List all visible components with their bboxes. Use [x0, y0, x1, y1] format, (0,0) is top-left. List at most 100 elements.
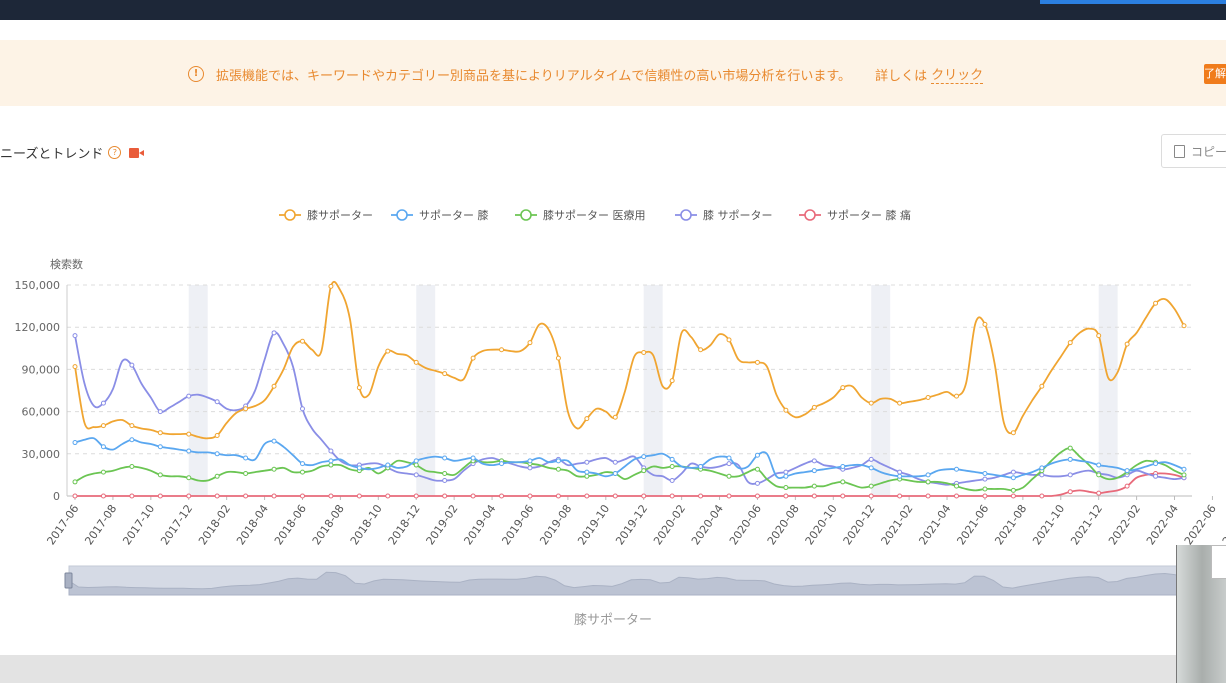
data-point [641, 350, 647, 356]
data-point [925, 395, 931, 401]
x-tick-label: 2020-06 [727, 502, 764, 547]
data-point [243, 470, 249, 476]
data-point [698, 347, 704, 353]
notice-link[interactable]: クリック [931, 64, 984, 84]
data-point [584, 416, 590, 422]
data-point [726, 337, 732, 343]
data-point [754, 452, 760, 458]
x-tick-label: 2019-10 [575, 502, 612, 547]
data-point [356, 493, 362, 499]
top-bar-accent [1040, 0, 1226, 4]
data-point [442, 455, 448, 461]
data-point [555, 355, 561, 361]
data-point [1010, 430, 1016, 436]
data-point [641, 493, 647, 499]
data-point [157, 493, 163, 499]
data-point [868, 483, 874, 489]
data-point [100, 444, 106, 450]
data-point [1010, 469, 1016, 475]
x-tick-label: 2020-02 [651, 502, 688, 547]
data-point [783, 493, 789, 499]
data-point [442, 470, 448, 476]
data-point [299, 338, 305, 344]
notice-text: 拡張機能では、キーワードやカテゴリー別商品を基によりリアルタイムで信頼性の高い市… [216, 68, 852, 84]
x-tick-label: 2020-12 [841, 502, 878, 547]
data-point [982, 476, 988, 482]
data-point [413, 472, 419, 478]
data-point [1039, 465, 1045, 471]
series-0 [72, 280, 1187, 440]
legend-label: 膝サポーター 医療用 [543, 208, 646, 222]
data-point [982, 486, 988, 492]
x-tick-label: 2022-06 [1182, 502, 1219, 547]
notice-dismiss-label: 了解 [1204, 67, 1226, 80]
x-tick-label: 2017-08 [82, 502, 119, 547]
data-point [555, 458, 561, 464]
data-point [840, 493, 846, 499]
x-tick-labels: 2017-06 2017-08 2017-10 2017-12 2018-02 2018-… [44, 502, 1226, 547]
data-point [669, 478, 675, 484]
data-point [783, 485, 789, 491]
y-tick-label: 90,000 [22, 363, 61, 376]
data-point [186, 431, 192, 437]
data-point [840, 385, 846, 391]
data-point [954, 466, 960, 472]
y-tick-labels: 0 30,000 60,000 90,000 120,000 150,000 [15, 279, 61, 503]
data-point [243, 455, 249, 461]
data-point [726, 473, 732, 479]
alert-circle-icon: ! [188, 66, 204, 82]
data-point [527, 458, 533, 464]
data-point [214, 451, 220, 457]
legend-item-4: サポーター 膝 痛 [799, 208, 911, 222]
data-point [1067, 445, 1073, 451]
data-point [299, 461, 305, 467]
zoom-handle-left [64, 572, 73, 589]
data-point [527, 340, 533, 346]
y-tick-label: 30,000 [22, 448, 61, 461]
data-point [1010, 487, 1016, 493]
data-point [499, 461, 505, 467]
data-point [470, 493, 476, 499]
data-point [328, 448, 334, 454]
data-point [840, 463, 846, 469]
data-point [754, 480, 760, 486]
x-tick-label: 2022-04 [1144, 502, 1181, 547]
data-zoom-slider[interactable] [64, 565, 1185, 596]
data-point [385, 493, 391, 499]
data-point [129, 423, 135, 429]
data-point [157, 409, 163, 415]
data-point [499, 493, 505, 499]
data-point [1067, 489, 1073, 495]
x-tick-label: 2019-12 [613, 502, 650, 547]
data-point [186, 448, 192, 454]
data-point [271, 493, 277, 499]
side-widget[interactable] [1176, 545, 1226, 683]
data-point [413, 458, 419, 464]
data-point [584, 473, 590, 479]
data-point [1124, 483, 1130, 489]
x-tick-label: 2018-10 [348, 502, 385, 547]
data-point [72, 493, 78, 499]
series-4 [72, 470, 1187, 499]
data-point [641, 454, 647, 460]
data-point [868, 456, 874, 462]
data-point [214, 473, 220, 479]
data-point [1096, 333, 1102, 339]
data-point [669, 463, 675, 469]
series-line-1 [74, 437, 1185, 479]
data-point [982, 321, 988, 327]
data-point [1067, 456, 1073, 462]
copy-button[interactable]: コピー [1161, 134, 1226, 168]
data-point [1096, 472, 1102, 478]
notice-dismiss-button[interactable]: 了解 [1204, 64, 1226, 84]
data-point [982, 493, 988, 499]
data-point [897, 493, 903, 499]
legend-marker [284, 209, 296, 221]
chart-legend[interactable]: 膝サポーター サポーター 膝 膝サポーター 医療用 膝 サポーター サポーター 膝 痛 [279, 208, 911, 222]
data-point [1067, 472, 1073, 478]
shade-band-3 [871, 285, 891, 496]
x-tick-label: 2021-10 [1030, 502, 1067, 547]
data-point [271, 330, 277, 336]
video-camera-icon[interactable] [129, 147, 145, 158]
question-circle-icon[interactable]: ? [108, 146, 122, 159]
